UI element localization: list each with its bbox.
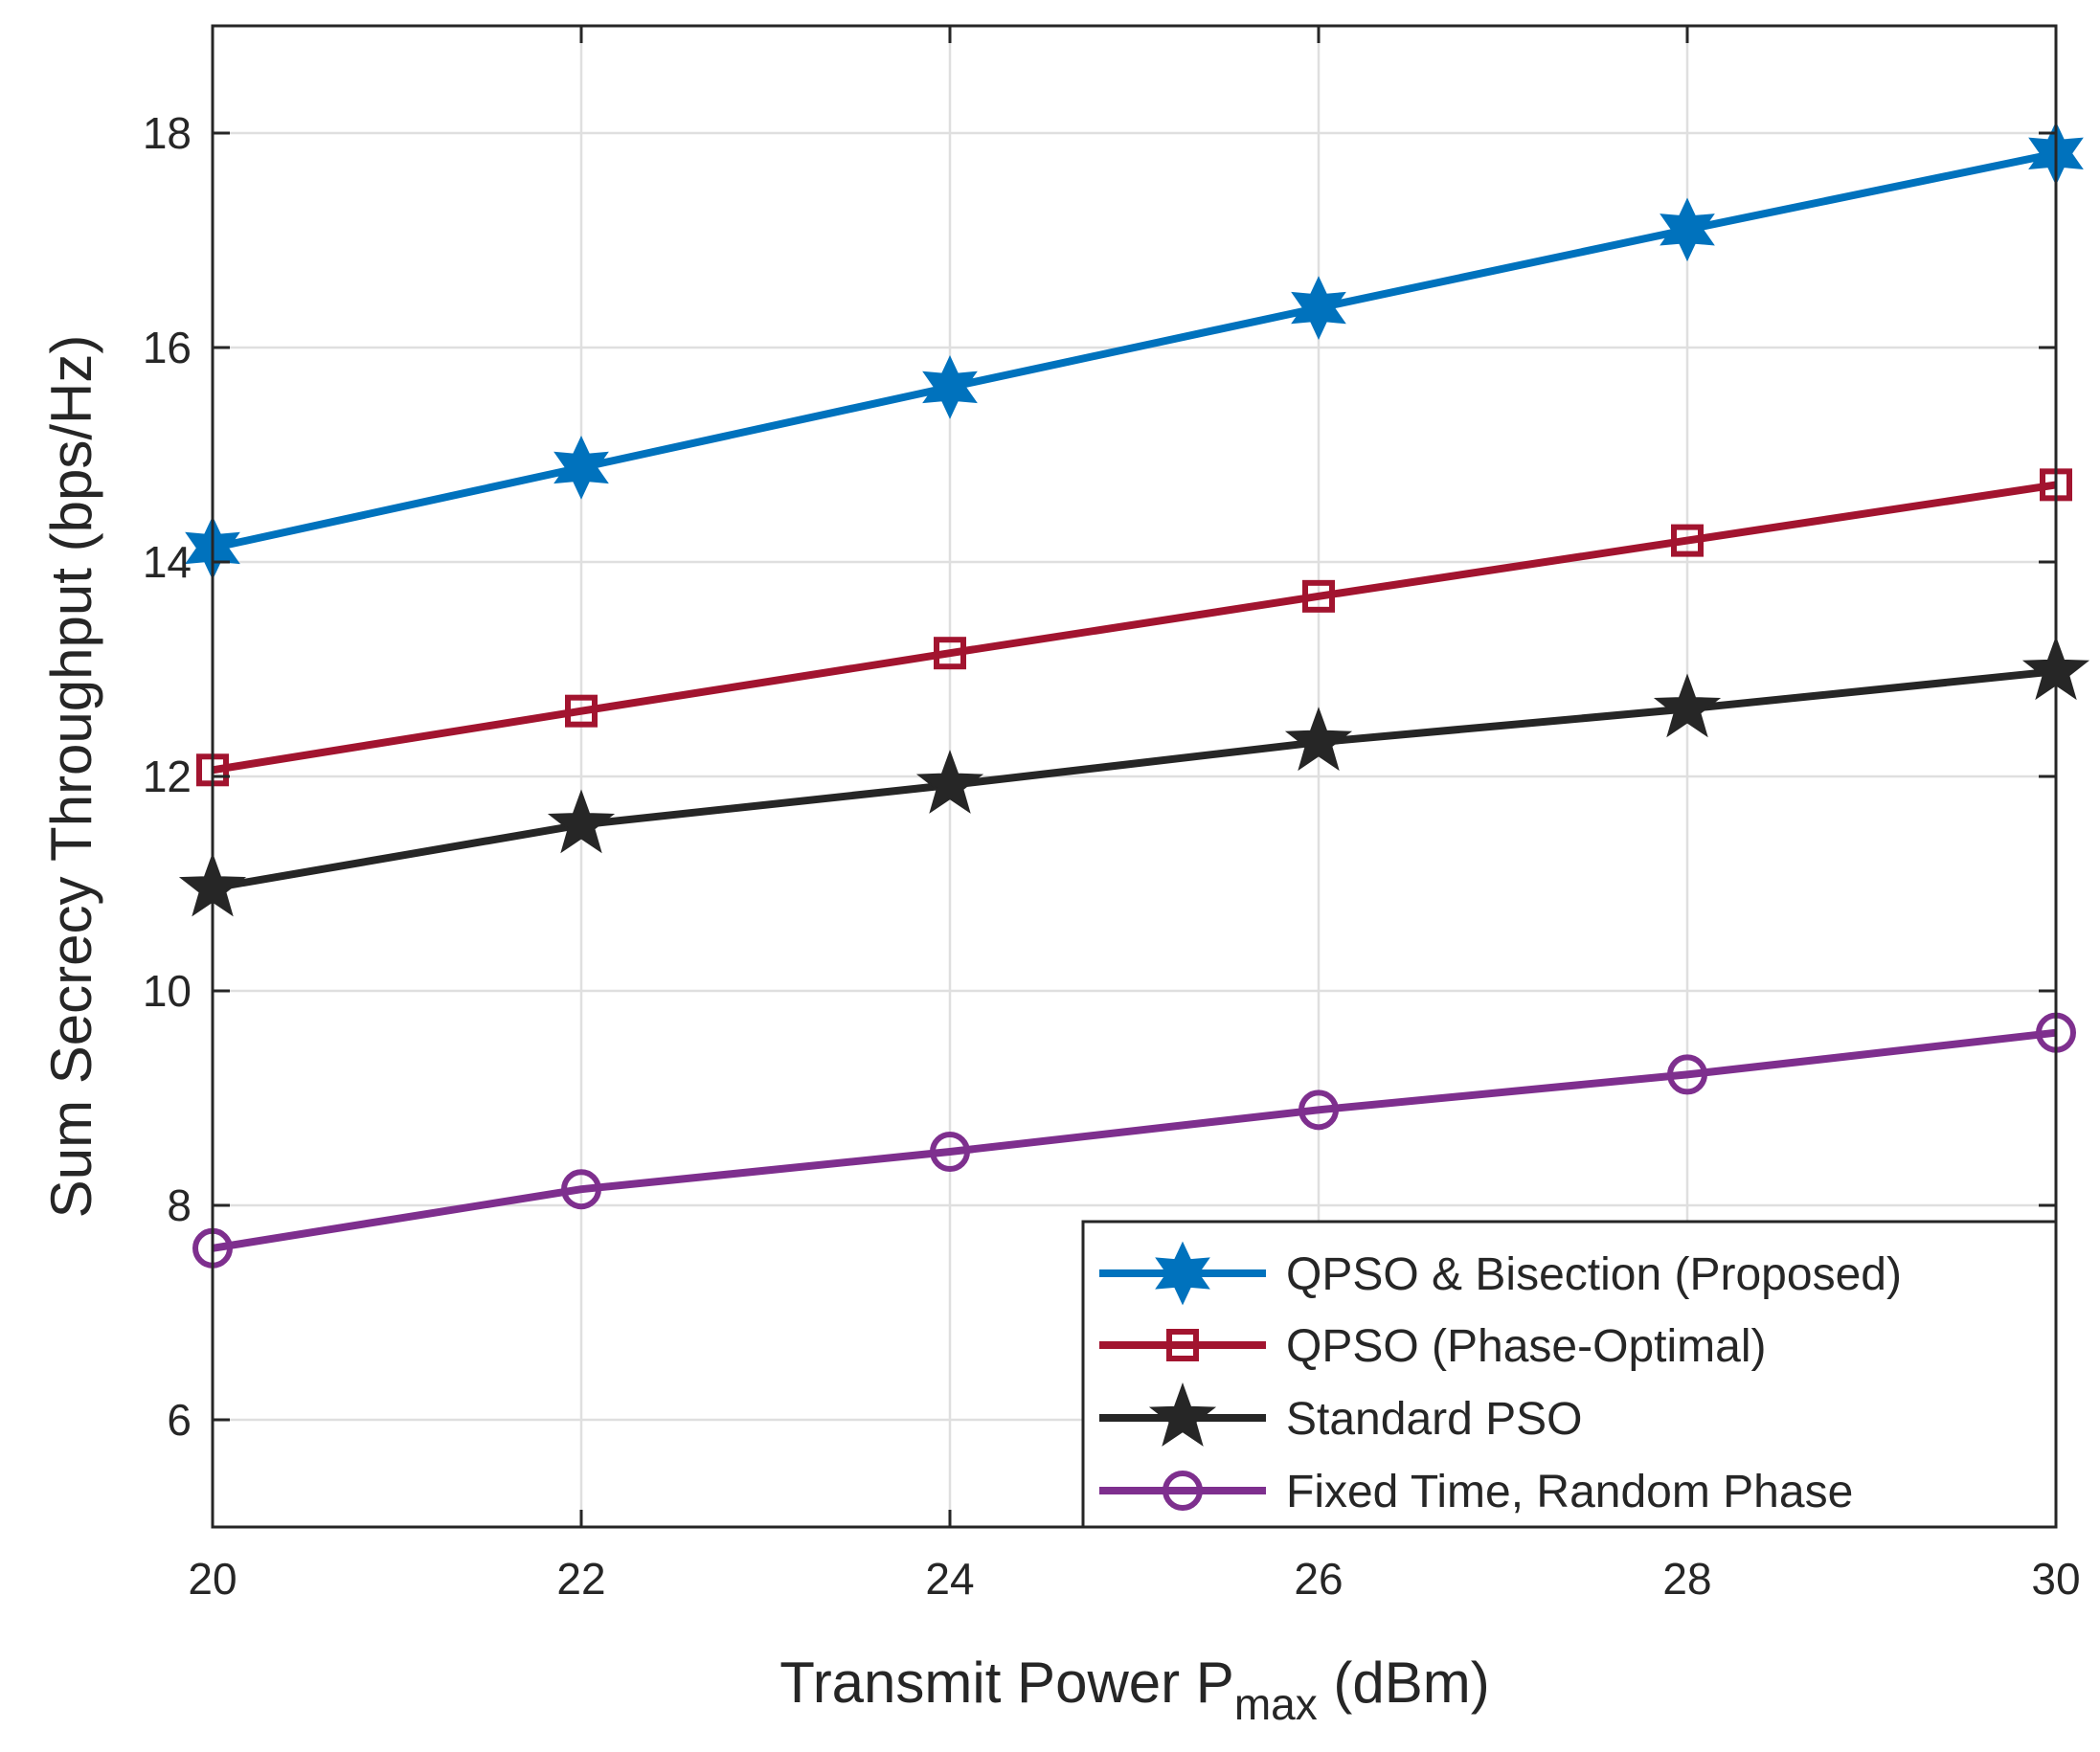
data-point [1302, 579, 1335, 613]
data-point [547, 789, 616, 854]
data-point [1284, 707, 1353, 772]
x-tick-label: 26 [1294, 1554, 1343, 1604]
series-line [212, 1028, 2057, 1252]
series-layer [178, 121, 2090, 1269]
y-tick-label: 18 [143, 108, 192, 158]
legend-label: Standard PSO [1286, 1394, 1583, 1445]
data-point [565, 694, 598, 728]
x-tick-label: 20 [188, 1554, 237, 1604]
data-point [934, 637, 966, 670]
x-tick-label: 22 [556, 1554, 605, 1604]
y-tick-label: 6 [167, 1395, 192, 1445]
data-point [1298, 1089, 1339, 1131]
legend-label: Fixed Time, Random Phase [1286, 1467, 1853, 1517]
data-point [915, 750, 984, 814]
legend-entry-fixed-time-random-phase: Fixed Time, Random Phase [1099, 1467, 1853, 1517]
data-point [1667, 1054, 1707, 1095]
y-tick-label: 14 [143, 537, 192, 587]
x-axis-label-main: Transmit Power P [779, 1651, 1234, 1715]
legend-label: QPSO & Bisection (Proposed) [1286, 1249, 1902, 1300]
legend-marker [1166, 1329, 1199, 1361]
legend-entry-standard-pso: Standard PSO [1099, 1382, 1583, 1447]
y-tick-label: 8 [167, 1180, 192, 1230]
series-line [212, 481, 2057, 775]
y-axis-label: Sum Secrecy Throughput (bps/Hz) [39, 335, 103, 1219]
legend-marker [1155, 1241, 1210, 1306]
legend-entry-qpso-phase-optimal: QPSO (Phase-Optimal) [1099, 1321, 1766, 1372]
data-point [561, 1169, 601, 1210]
legend-entry-qpso-bisection-proposed: QPSO & Bisection (Proposed) [1099, 1241, 1902, 1306]
x-axis-label: Transmit Power Pmax (dBm) [779, 1651, 1489, 1729]
y-tick-label: 12 [143, 752, 192, 801]
legend-marker [1148, 1382, 1217, 1447]
data-point [1291, 276, 1346, 340]
y-tick-label: 16 [143, 323, 192, 372]
y-tick-label: 10 [143, 966, 192, 1016]
series-line [212, 667, 2057, 892]
data-point [930, 1132, 970, 1172]
legend-label: QPSO (Phase-Optimal) [1286, 1321, 1766, 1372]
series-qpso-phase-optimal [196, 468, 2072, 787]
x-tick-label: 28 [1662, 1554, 1711, 1604]
data-point [922, 355, 978, 419]
legend-entries: QPSO & Bisection (Proposed) QPSO (Phase-O… [1099, 1241, 1902, 1517]
data-point [1660, 197, 1715, 262]
x-tick-label: 24 [925, 1554, 974, 1604]
tick-labels: 20 22 24 26 28 30 6 8 10 12 14 16 18 [143, 108, 2081, 1604]
x-axis-label-subscript: max [1234, 1679, 1318, 1729]
data-point [1671, 524, 1704, 557]
data-point [1653, 673, 1722, 738]
series-line [212, 149, 2057, 552]
legend-marker [1163, 1471, 1203, 1511]
legend: QPSO & Bisection (Proposed) QPSO (Phase-O… [1081, 1220, 2058, 1529]
x-axis-label-suffix: (dBm) [1318, 1651, 1490, 1715]
data-point [553, 436, 609, 500]
x-tick-label: 30 [2031, 1554, 2080, 1604]
